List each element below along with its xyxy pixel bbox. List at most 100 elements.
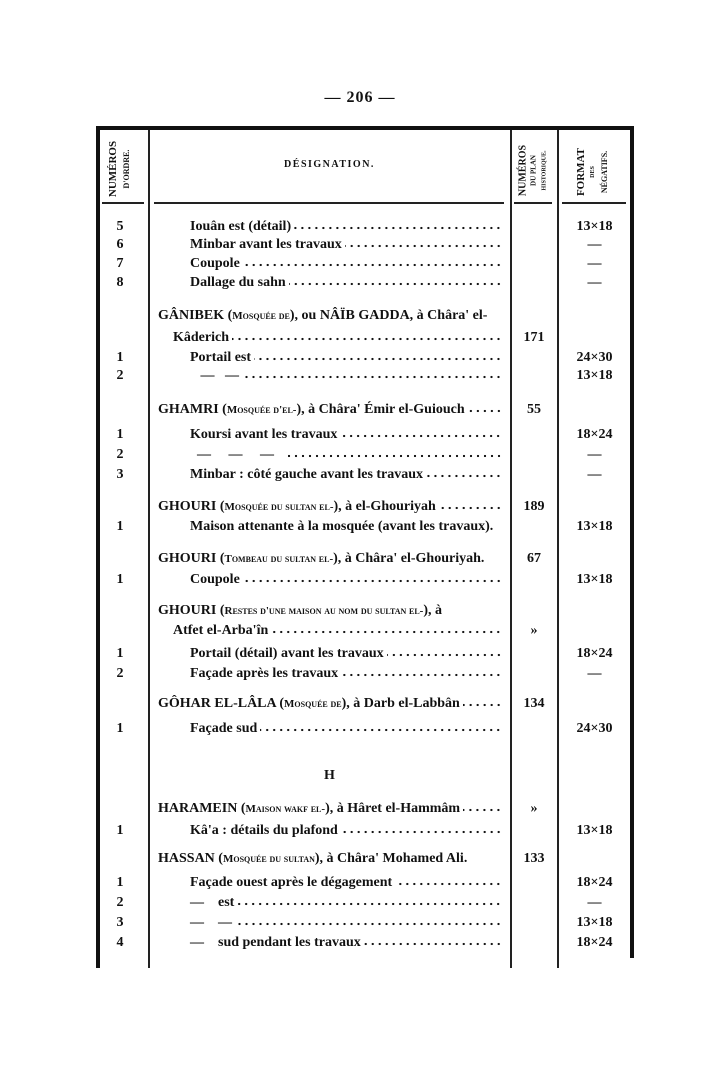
table-row: 2 — est — — [96, 894, 634, 912]
table-row: 1 Kâ'a : détails du plafond 13×18 — [96, 822, 634, 840]
column-divider — [557, 130, 559, 968]
table-row: 2 — — 13×18 — [96, 367, 634, 385]
designation-text: GHAMRI ( — [158, 402, 227, 417]
designation-text: Portail (détail) avant les travaux — [190, 646, 384, 661]
designation-text: Atfet el-Arba'în — [173, 623, 269, 638]
dot-leader — [344, 238, 502, 248]
designation: Kâ'a : détails du plafond — [190, 822, 502, 840]
table-row: 7 Coupole — — [96, 255, 634, 273]
column-divider — [510, 130, 512, 968]
negative-format: 18×24 — [576, 875, 613, 890]
negative-format: 13×18 — [576, 823, 613, 838]
negative-format: — — [587, 895, 602, 910]
table-row: 1 Façade ouest après le dégagement 18×24 — [96, 874, 634, 892]
monument-heading: GHAMRI (Mosquée d'el-), à Châra' Émir el… — [158, 401, 502, 419]
designation-text: Façade après les travaux — [190, 666, 339, 681]
designation-text: Mosquée du sultan el- — [224, 501, 334, 513]
negative-format: 13×18 — [576, 519, 613, 534]
dot-leader — [363, 936, 502, 946]
table-row: H — [96, 767, 634, 785]
monument-heading: GHOURI (Tombeau du sultan el-), à Châra'… — [158, 550, 502, 568]
order-number: 1 — [116, 427, 124, 442]
dot-leader — [438, 500, 502, 510]
designation-text: ), à — [423, 603, 443, 618]
designation-text: Coupole — [190, 256, 240, 271]
plan-number: 55 — [527, 402, 541, 417]
table-top-border — [96, 126, 634, 130]
table-row: 6 Minbar avant les travaux — — [96, 236, 634, 254]
header-rule — [514, 202, 552, 204]
dot-leader — [271, 624, 502, 634]
designation: Minbar : côté gauche avant les travaux — [190, 466, 502, 484]
designation: Iouân est (détail) — [190, 218, 502, 236]
page-number: — 206 — — [324, 89, 396, 106]
designation-text: Kâ'a : détails du plafond — [190, 823, 338, 838]
designation-text: Façade sud — [190, 721, 258, 736]
designation-text: Minbar avant les travaux — [190, 237, 342, 252]
designation-text: Mosquée de — [232, 310, 290, 322]
section-letter: H — [324, 768, 335, 783]
order-number: 1 — [116, 721, 124, 736]
dot-leader — [242, 369, 502, 379]
negative-format: 13×18 — [576, 368, 613, 383]
table-row: 1 Portail est 24×30 — [96, 349, 634, 367]
header-line: NÉGATIFS. — [600, 150, 609, 194]
designation-text: GÔHAR EL-LÂLA ( — [158, 696, 285, 711]
designation-text: Kâderich — [173, 330, 229, 345]
designation-text: Mosquée d'el- — [226, 404, 297, 416]
negative-format: — — [587, 237, 602, 252]
table-left-border — [96, 126, 100, 968]
header-line: DU PLAN — [529, 155, 538, 186]
designation-text: Minbar : côté gauche avant les travaux — [190, 467, 424, 482]
table-row: 2 — — — — — [96, 446, 634, 464]
designation-text: Maison attenante à la mosquée (avant les… — [190, 519, 494, 534]
monument-heading: HARAMEIN (Maison wakf el-), à Hâret el-H… — [158, 800, 502, 818]
dot-leader — [288, 276, 502, 286]
designation-text: ), à Darb el-Labbân — [341, 696, 460, 711]
designation-text: HASSAN ( — [158, 851, 223, 866]
designation: — est — [190, 894, 502, 912]
order-number: 1 — [116, 823, 124, 838]
order-number: 1 — [116, 646, 124, 661]
order-number: 7 — [116, 256, 124, 271]
order-number: 1 — [116, 572, 124, 587]
designation: Atfet el-Arba'în — [173, 622, 502, 640]
designation-text: GHOURI ( — [158, 603, 225, 618]
designation-text: Koursi avant les travaux — [190, 427, 338, 442]
order-number: 8 — [116, 275, 124, 290]
monument-heading: HASSAN (Mosquée du sultan), à Châra' Moh… — [158, 850, 502, 868]
dot-leader — [395, 876, 502, 886]
monument-heading: GÂNIBEK (Mosquée de), ou NÂÏB GADDA, à C… — [158, 307, 502, 325]
order-number: 2 — [116, 895, 124, 910]
dot-leader — [463, 802, 502, 812]
dot-leader — [340, 824, 502, 834]
designation: Koursi avant les travaux — [190, 426, 502, 444]
plan-number: 67 — [527, 551, 541, 566]
table-row: 1 Coupole 13×18 — [96, 571, 634, 589]
designation-text: Tombeau du sultan el- — [224, 553, 334, 565]
table-row: GHOURI (Mosquée du sultan el-), à el-Gho… — [96, 498, 634, 516]
designation-text: Iouân est (détail) — [190, 219, 292, 234]
designation: Façade ouest après le dégagement — [190, 874, 502, 892]
dot-leader — [341, 667, 502, 677]
catalogue-table: NUMÉROS D'ORDRE. DÉSIGNATION. NUMÉROS DU… — [96, 126, 634, 968]
monument-heading: GÔHAR EL-LÂLA (Mosquée de), à Darb el-La… — [158, 695, 502, 713]
monument-heading: GHOURI (Restes d'une maison au nom du su… — [158, 602, 502, 620]
negative-format: — — [587, 666, 602, 681]
plan-number: 189 — [523, 499, 545, 514]
designation-text: Portail est — [190, 350, 252, 365]
designation-text: ), ou NÂÏB GADDA, à Châra' el- — [289, 308, 488, 323]
header-format: FORMAT DES NÉGATIFS. — [575, 132, 611, 212]
designation-text: ), à Hâret el-Hammâm — [325, 801, 461, 816]
designation: Coupole — [190, 571, 502, 589]
designation: Coupole — [190, 255, 502, 273]
dot-leader — [260, 722, 502, 732]
designation-text: Mosquée de — [284, 698, 342, 710]
table-row: 1 Portail (détail) avant les travaux 18×24 — [96, 645, 634, 663]
designation: — — — — [190, 446, 502, 464]
designation-text: Coupole — [190, 572, 240, 587]
order-number: 3 — [116, 915, 124, 930]
header-rule — [102, 202, 144, 204]
designation: Portail est — [190, 349, 502, 367]
designation-text: HARAMEIN ( — [158, 801, 246, 816]
